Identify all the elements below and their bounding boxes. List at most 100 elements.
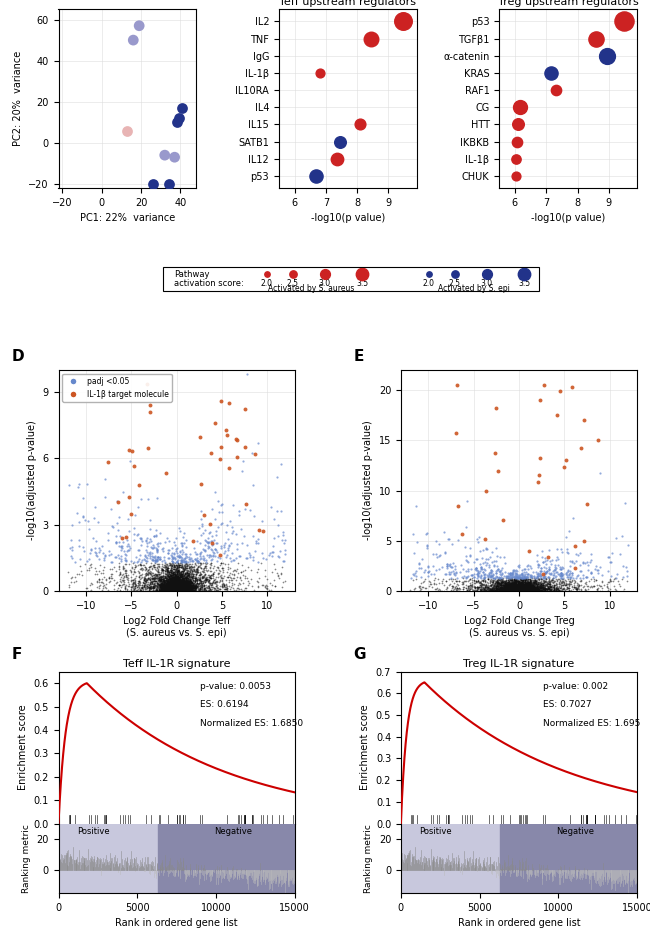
Point (170, 581, 180, 596)
Point (161, 577, 171, 591)
Point (139, 568, 150, 583)
Point (153, 558, 163, 573)
Point (184, 575, 194, 590)
Point (179, 554, 189, 569)
Point (510, 574, 520, 589)
Point (515, 583, 526, 598)
Point (180, 578, 190, 592)
Point (513, 583, 523, 598)
Point (200, 523, 210, 538)
Point (442, 580, 452, 595)
Point (480, 573, 490, 588)
Point (558, 567, 568, 582)
Point (535, 574, 545, 589)
Point (169, 578, 179, 593)
Point (237, 583, 248, 598)
Point (207, 551, 217, 566)
Point (499, 583, 509, 598)
Point (508, 578, 518, 592)
Point (512, 579, 523, 594)
Point (163, 582, 174, 597)
Point (158, 567, 168, 582)
Point (516, 584, 526, 599)
Point (493, 582, 503, 597)
Point (533, 558, 543, 573)
Point (526, 576, 536, 591)
Point (543, 578, 554, 593)
Point (521, 582, 531, 597)
Point (172, 577, 183, 591)
Point (225, 561, 235, 576)
Point (487, 575, 497, 590)
Point (182, 583, 192, 598)
Point (562, 581, 573, 596)
Point (526, 561, 536, 576)
Point (183, 578, 193, 592)
Point (528, 580, 538, 595)
Point (604, 574, 615, 589)
Point (179, 581, 190, 596)
Point (523, 582, 534, 597)
Point (183, 578, 193, 593)
Point (173, 577, 183, 591)
Point (517, 577, 527, 591)
Point (529, 584, 539, 599)
Point (166, 580, 176, 595)
Point (182, 583, 192, 598)
Point (172, 583, 183, 598)
Point (504, 583, 514, 598)
Point (222, 565, 232, 579)
Point (512, 582, 523, 597)
Point (500, 583, 511, 598)
Point (181, 578, 192, 593)
Point (494, 578, 504, 592)
Point (473, 564, 483, 578)
Point (144, 531, 155, 546)
Point (146, 581, 156, 596)
Point (174, 573, 184, 588)
Point (544, 571, 554, 586)
Point (529, 582, 539, 597)
Point (519, 562, 530, 577)
Point (167, 580, 177, 595)
Point (521, 583, 532, 598)
Point (149, 583, 159, 598)
Point (525, 580, 535, 595)
Point (555, 561, 566, 576)
Point (185, 563, 195, 578)
Point (589, 578, 599, 593)
Point (510, 578, 521, 593)
Point (506, 574, 517, 589)
Point (142, 566, 153, 581)
Point (169, 582, 179, 597)
Point (541, 582, 552, 597)
Point (206, 541, 216, 556)
Point (510, 577, 520, 591)
Point (545, 573, 556, 588)
Point (494, 564, 504, 578)
Point (157, 580, 167, 595)
Point (514, 582, 524, 597)
Point (185, 583, 195, 598)
Point (185, 579, 196, 594)
Point (213, 519, 223, 534)
Point (162, 565, 172, 580)
Text: ES: 0.6194: ES: 0.6194 (200, 700, 249, 710)
Point (520, 582, 530, 597)
Point (176, 579, 187, 594)
Point (480, 582, 490, 597)
Point (516, 582, 526, 597)
Point (538, 566, 549, 581)
Point (505, 582, 515, 597)
Point (172, 565, 182, 579)
Point (520, 573, 530, 588)
Point (161, 584, 172, 599)
Point (509, 581, 519, 596)
Point (515, 583, 525, 598)
Point (167, 578, 177, 593)
Point (162, 574, 173, 589)
Point (502, 582, 512, 597)
Point (597, 567, 607, 582)
Point (177, 581, 188, 596)
Point (181, 549, 191, 564)
